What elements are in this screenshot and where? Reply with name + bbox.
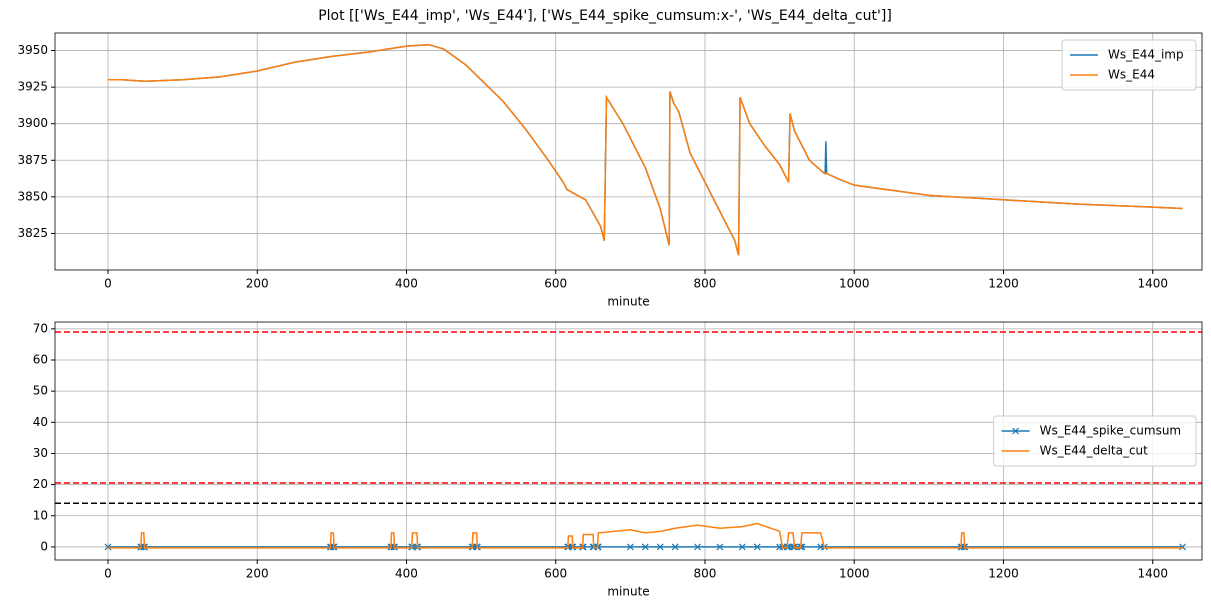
x-tick-label: 1000 xyxy=(839,277,870,291)
marker xyxy=(626,543,634,551)
x-tick-label: 800 xyxy=(694,277,717,291)
legend-label: Ws_E44_spike_cumsum xyxy=(1040,424,1182,438)
legend-box xyxy=(993,415,1197,467)
x-tick-label: 600 xyxy=(544,277,567,291)
marker xyxy=(671,543,679,551)
y-tick-label: 3900 xyxy=(17,116,48,130)
marker xyxy=(716,543,724,551)
x-tick-label: 200 xyxy=(246,277,269,291)
x-tick-label: 0 xyxy=(104,567,112,581)
y-tick-label: 70 xyxy=(33,321,48,335)
x-tick-label: 200 xyxy=(246,567,269,581)
x-tick-label: 1400 xyxy=(1137,567,1168,581)
y-tick-label: 10 xyxy=(33,508,48,522)
y-tick-label: 20 xyxy=(33,477,48,491)
marker xyxy=(753,543,761,551)
x-tick-label: 400 xyxy=(395,567,418,581)
legend-label: Ws_E44 xyxy=(1108,68,1155,82)
y-tick-label: 3825 xyxy=(17,226,48,240)
plot-area xyxy=(107,43,1183,256)
y-tick-label: 60 xyxy=(33,353,48,367)
axes-frame xyxy=(54,32,1203,271)
y-tick-label: 3850 xyxy=(17,189,48,203)
marker xyxy=(104,543,112,551)
plot-area xyxy=(55,331,1202,551)
x-tick-label: 1200 xyxy=(988,277,1019,291)
axes-frame xyxy=(54,321,1203,561)
legend-label: Ws_E44_imp xyxy=(1108,48,1184,62)
x-axis-label: minute xyxy=(607,585,649,599)
marker xyxy=(694,543,701,551)
marker xyxy=(738,543,746,551)
legend: Ws_E44_imp Ws_E44 xyxy=(1061,39,1197,91)
y-tick-label: 40 xyxy=(33,415,48,429)
x-tick-label: 600 xyxy=(544,567,567,581)
legend: Ws_E44_spike_cumsum Ws_E44_delta_cut xyxy=(993,415,1197,467)
x-axis-label: minute xyxy=(607,295,649,309)
marker xyxy=(656,543,664,551)
x-tick-label: 0 xyxy=(104,277,112,291)
x-tick-label: 400 xyxy=(395,277,418,291)
legend-box xyxy=(1061,39,1197,91)
y-tick-label: 3925 xyxy=(17,80,48,94)
x-tick-label: 1400 xyxy=(1137,277,1168,291)
y-tick-label: 30 xyxy=(33,446,48,460)
y-tick-label: 50 xyxy=(33,384,48,398)
x-tick-label: 800 xyxy=(694,567,717,581)
figure-title: Plot [['Ws_E44_imp', 'Ws_E44'], ['Ws_E44… xyxy=(318,8,892,24)
x-tick-label: 1000 xyxy=(839,567,870,581)
y-tick-label: 3875 xyxy=(17,153,48,167)
series-line xyxy=(107,522,1183,549)
marker xyxy=(1179,543,1187,551)
marker xyxy=(798,543,806,551)
series-line xyxy=(107,43,1183,256)
y-tick-label: 3950 xyxy=(17,43,48,57)
legend-label: Ws_E44_delta_cut xyxy=(1040,444,1149,458)
legend-marker xyxy=(1012,427,1020,435)
y-tick-label: 0 xyxy=(40,539,48,553)
marker xyxy=(789,543,797,551)
marker xyxy=(641,543,649,551)
x-tick-label: 1200 xyxy=(988,567,1019,581)
